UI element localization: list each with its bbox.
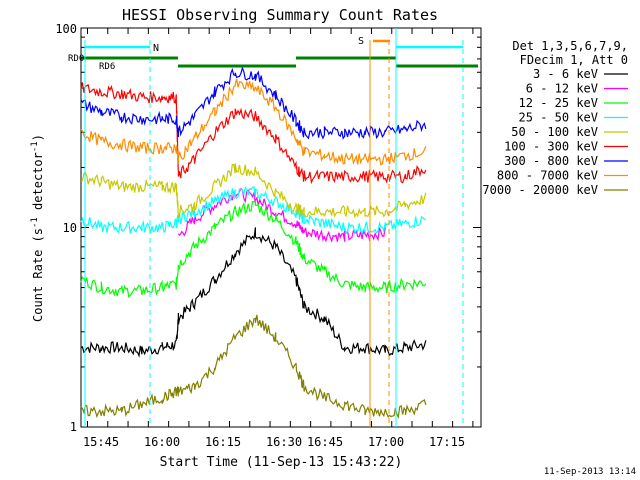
saa-label: S bbox=[358, 36, 364, 47]
legend-header-2: FDecim 1, Att 0 bbox=[520, 53, 628, 67]
series-line bbox=[80, 82, 427, 185]
legend-label: 7000 - 20000 keV bbox=[482, 183, 598, 197]
x-axis: 15:45 16:00 16:15 16:30 16:45 17:00 17:1… bbox=[83, 435, 465, 470]
x-axis-label: Start Time (11-Sep-13 15:43:22) bbox=[160, 455, 403, 470]
y-axis-label-end: ) bbox=[31, 134, 45, 141]
x-tick-label: 17:15 bbox=[429, 435, 465, 449]
series-line bbox=[80, 163, 427, 219]
x-tick-label: 17:00 bbox=[368, 435, 404, 449]
series-line bbox=[80, 186, 426, 235]
y-axis-label-sup2: -1 bbox=[30, 141, 40, 152]
series-line bbox=[80, 66, 427, 140]
x-tick-label: 16:00 bbox=[144, 435, 180, 449]
rd0-label: RD0 bbox=[68, 54, 84, 64]
timestamp: 11-Sep-2013 13:14 bbox=[544, 467, 636, 477]
night-label: N bbox=[153, 43, 159, 54]
legend-label: 3 - 6 keV bbox=[533, 67, 598, 81]
legend-header-1: Det 1,3,5,6,7,9, bbox=[512, 39, 628, 53]
y-axis-label-main: Count Rate (s bbox=[31, 228, 45, 322]
legend-label: 300 - 800 keV bbox=[504, 154, 598, 168]
series-line bbox=[80, 227, 427, 358]
y-tick-label-100: 100 bbox=[55, 22, 77, 36]
legend-label: 50 - 100 keV bbox=[511, 125, 598, 139]
x-tick-label: 16:15 bbox=[205, 435, 241, 449]
plot-area: RD0 RD6 N S bbox=[68, 27, 482, 428]
y-axis-label: Count Rate (s-1 detector-1) bbox=[30, 134, 45, 322]
legend: Det 1,3,5,6,7,9, FDecim 1, Att 0 3 - 6 k… bbox=[482, 39, 628, 197]
y-tick-label-10: 10 bbox=[63, 221, 77, 235]
legend-label: 12 - 25 keV bbox=[519, 96, 598, 110]
y-axis-label-mid: detector bbox=[31, 152, 45, 217]
x-tick-label: 15:45 bbox=[83, 435, 119, 449]
legend-label: 25 - 50 keV bbox=[519, 111, 598, 125]
x-tick-label: 16:30 bbox=[266, 435, 302, 449]
series-line bbox=[80, 200, 427, 299]
legend-label: 800 - 7000 keV bbox=[497, 169, 598, 183]
series-line bbox=[80, 78, 427, 166]
y-axis: 100 10 1 Count Rate (s-1 detector-1) bbox=[30, 22, 77, 434]
legend-label: 6 - 12 keV bbox=[526, 82, 598, 96]
legend-label: 100 - 300 keV bbox=[504, 140, 598, 154]
series-line bbox=[80, 314, 427, 420]
x-tick-label: 16:45 bbox=[307, 435, 343, 449]
rd6-label: RD6 bbox=[99, 62, 115, 72]
y-axis-label-sup1: -1 bbox=[30, 217, 40, 228]
y-tick-label-1: 1 bbox=[70, 420, 77, 434]
chart-title: HESSI Observing Summary Count Rates bbox=[122, 6, 438, 24]
